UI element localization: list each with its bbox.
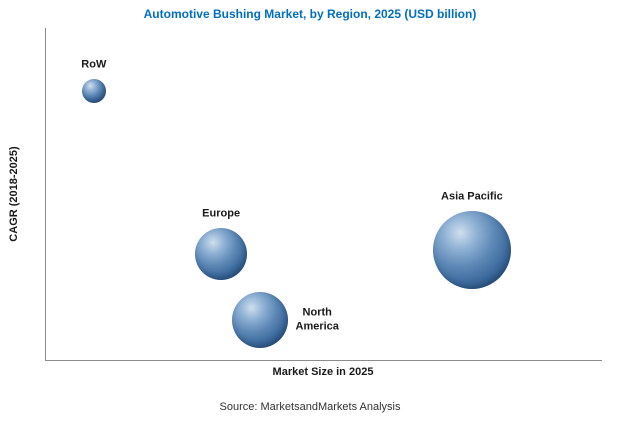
bubble-label-row: RoW [81,58,107,71]
bubble-label-europe: Europe [202,207,241,220]
y-axis-label: CAGR (2018-2025) [8,146,20,242]
plot-area: RoW Europe North America Asia Pacific [45,28,602,361]
bubble-europe [195,227,248,280]
source-note: Source: MarketsandMarkets Analysis [219,401,401,413]
bubble-row [81,79,106,104]
bubble-label-asia-pacific: Asia Pacific [441,191,503,204]
chart-title: Automotive Bushing Market, by Region, 20… [143,7,477,21]
bubble-north-america [231,292,288,349]
bubble-asia-pacific [432,211,511,290]
bubble-label-north-america: North America [295,306,339,334]
x-axis-label: Market Size in 2025 [272,366,374,378]
